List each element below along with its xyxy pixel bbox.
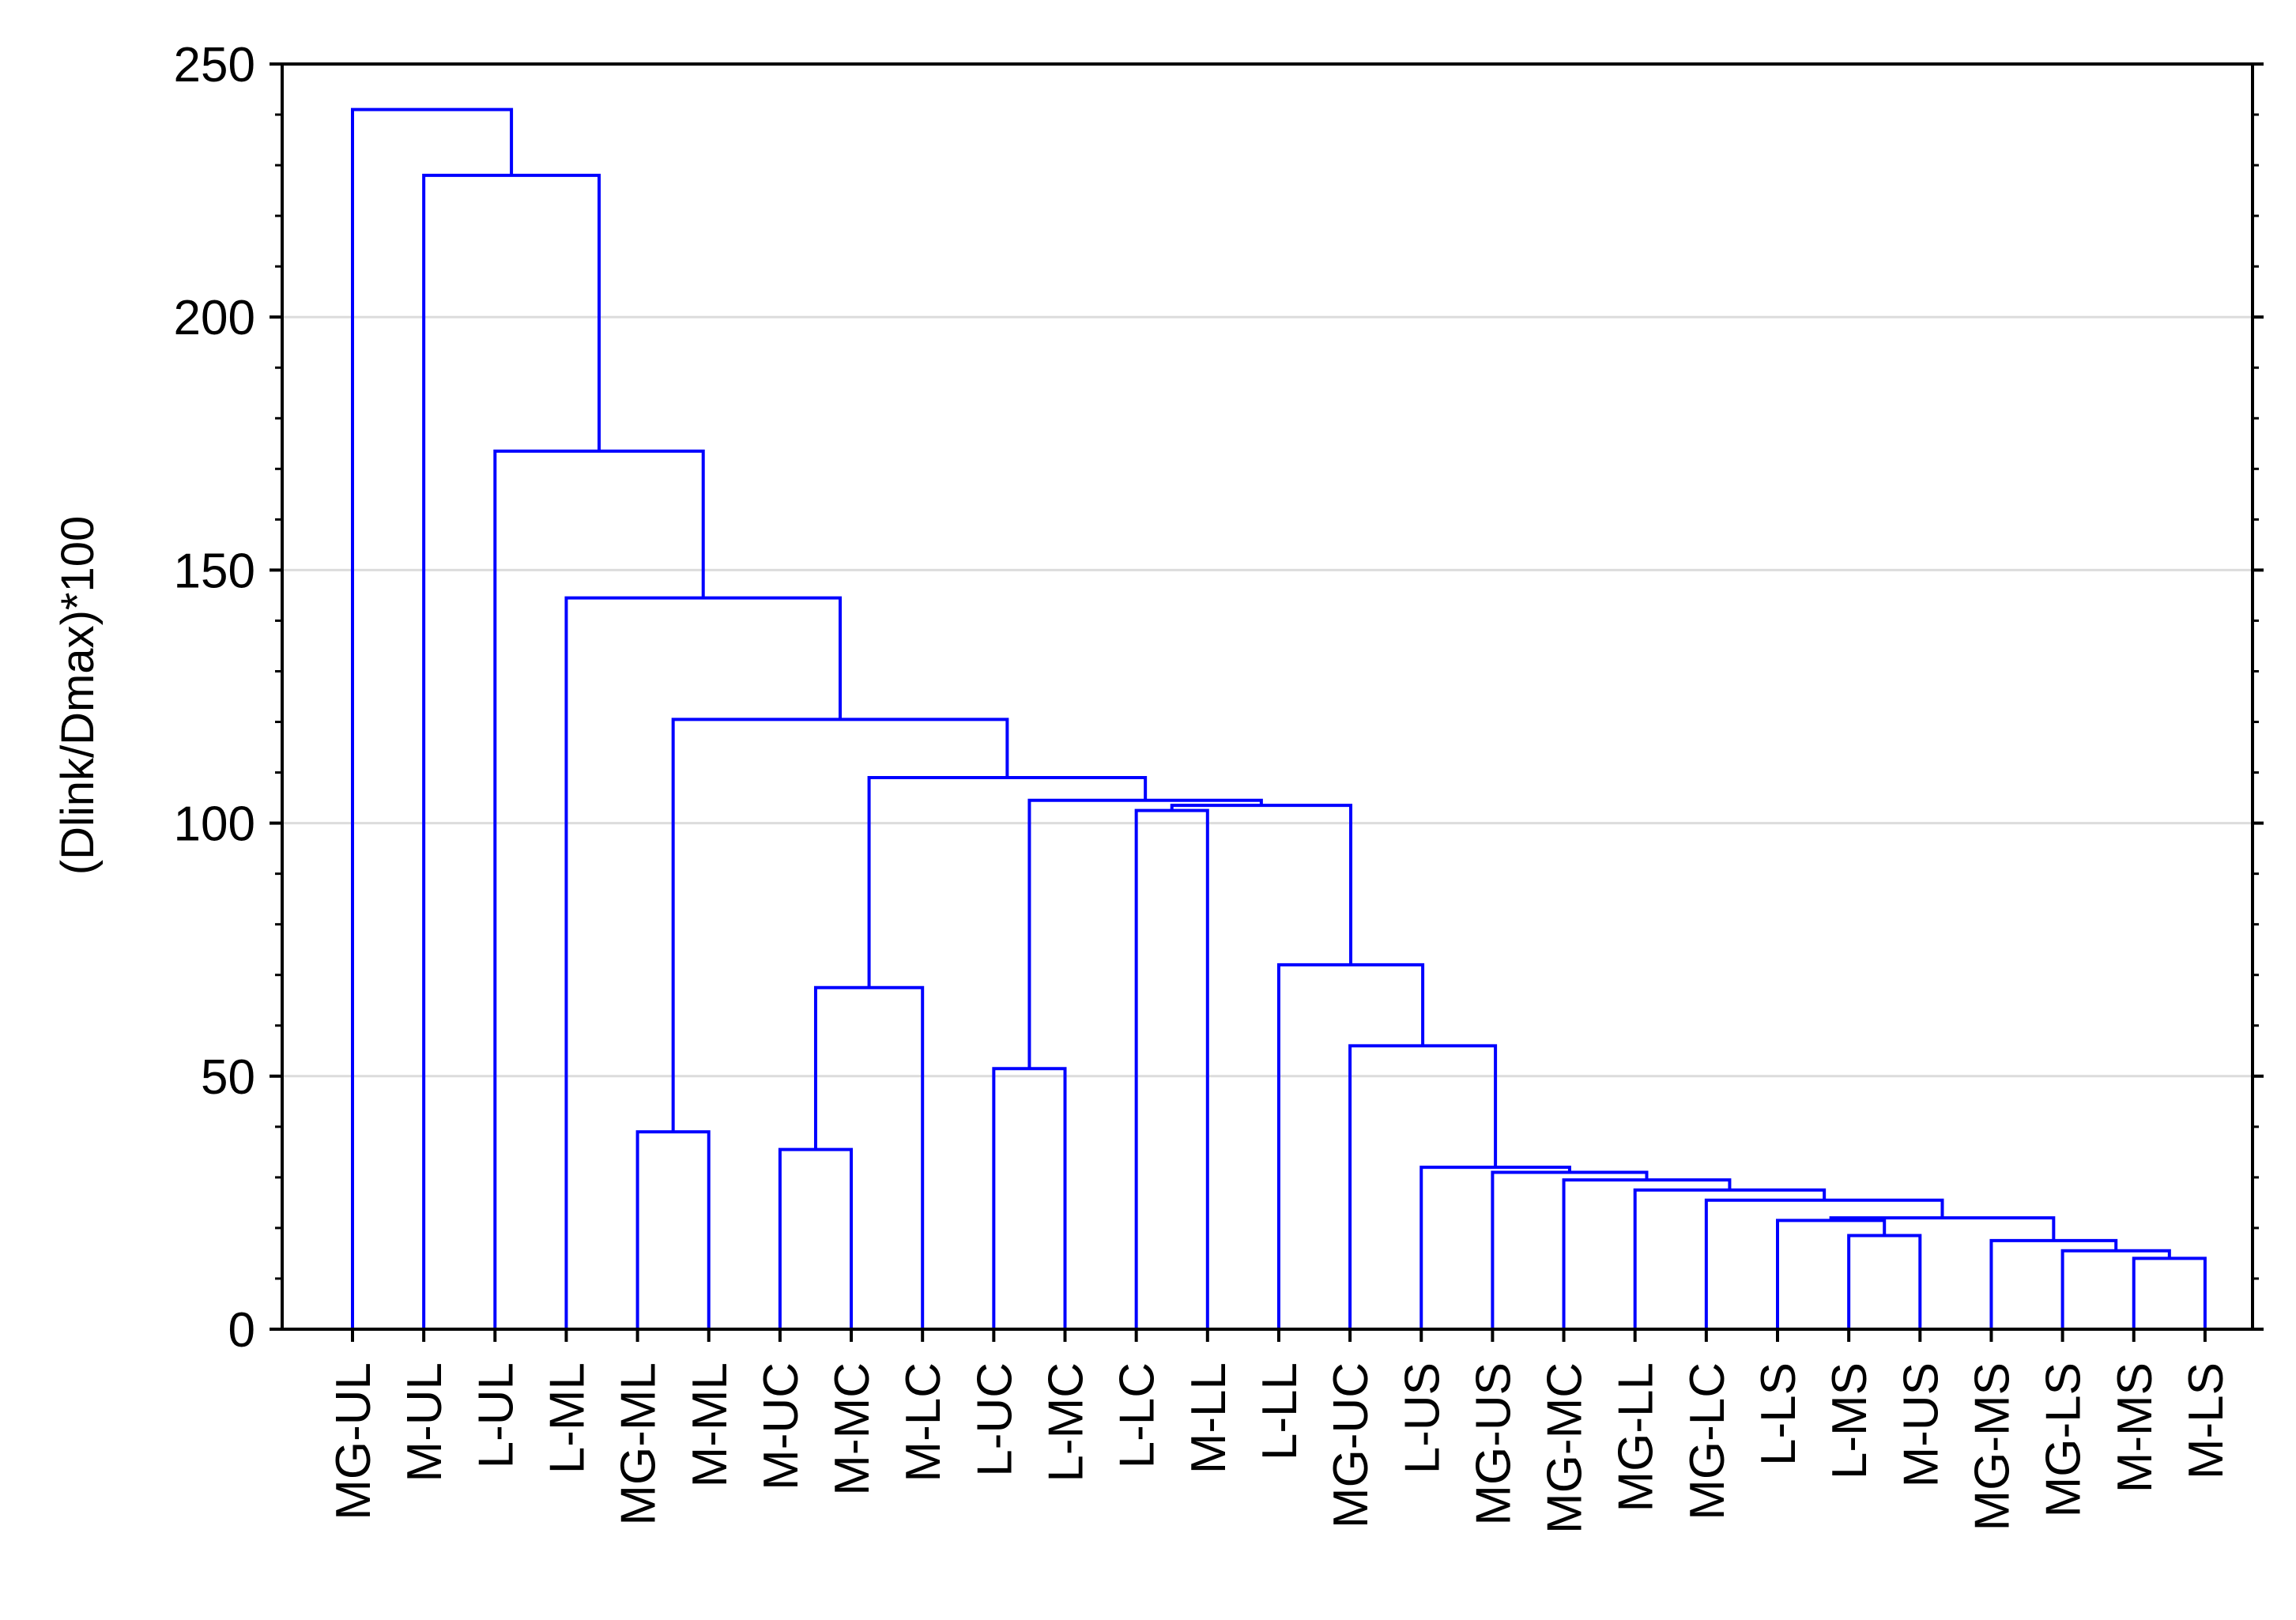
- leaf-label: M-UL: [398, 1362, 452, 1482]
- y-tick-label: 250: [174, 38, 255, 92]
- dendrogram-link: [992, 1067, 1067, 1329]
- leaf-label: MG-LC: [1680, 1362, 1735, 1520]
- dendrogram-link: [1170, 804, 1353, 965]
- leaf-label: MG-MC: [1538, 1362, 1593, 1534]
- dendrogram-link: [1704, 1198, 1944, 1329]
- leaf-label: L-MC: [1039, 1362, 1094, 1482]
- x-axis: MG-UL M-UL L-UL L-ML MG-ML M-ML M-UC M-MC M-LC L-…: [326, 1329, 2234, 1534]
- dendrogram-link: [2132, 1256, 2207, 1329]
- dendrogram-link: [635, 1130, 711, 1329]
- leaf-label: M-US: [1894, 1362, 1948, 1487]
- y-tick-label: 50: [201, 1050, 255, 1105]
- dendrogram-link: [813, 985, 925, 1329]
- dendrogram-link: [867, 775, 1148, 988]
- leaf-label: L-UC: [967, 1362, 1022, 1477]
- leaf-label: L-LL: [1253, 1362, 1307, 1460]
- dendrogram-link: [564, 596, 843, 1329]
- dendrogram-link: [1027, 798, 1263, 1069]
- dendrogram-link: [1989, 1238, 2118, 1329]
- leaf-label: M-LC: [896, 1362, 951, 1482]
- y-axis: 0 50 100 150 200 250: [174, 38, 2264, 1358]
- dendrogram-link: [671, 718, 1009, 1132]
- leaf-label: MG-ML: [612, 1362, 666, 1526]
- leaf-label: MG-UC: [1324, 1362, 1378, 1528]
- leaf-label: L-US: [1395, 1362, 1450, 1474]
- dendrogram-links: [351, 107, 2207, 1329]
- dendrogram-link: [1134, 808, 1209, 1329]
- y-tick-label: 100: [174, 797, 255, 852]
- dendrogram-link: [778, 1147, 854, 1329]
- dendrogram-link: [2060, 1249, 2171, 1329]
- grid-lines: [282, 315, 2253, 1078]
- leaf-label: L-LS: [1751, 1362, 1806, 1466]
- y-tick-label: 200: [174, 291, 255, 345]
- y-axis-title: (Dlink/Dmax)*100: [52, 516, 104, 875]
- leaf-label: MG-US: [1466, 1362, 1521, 1526]
- y-tick-label: 0: [228, 1303, 255, 1358]
- leaf-label: M-LS: [2179, 1362, 2234, 1479]
- y-tick-label: 150: [174, 544, 255, 598]
- dendrogram-link: [351, 107, 514, 1329]
- leaf-label: M-UC: [754, 1362, 809, 1490]
- leaf-label: L-LC: [1110, 1362, 1165, 1468]
- dendrogram-link: [1348, 1044, 1498, 1329]
- leaf-label: L-ML: [540, 1362, 594, 1474]
- leaf-label: M-LL: [1182, 1362, 1236, 1474]
- leaf-label: L-MS: [1823, 1362, 1877, 1479]
- leaf-label: L-UL: [469, 1362, 523, 1468]
- dendrogram-link: [422, 173, 601, 1329]
- dendrogram-link: [1491, 1170, 1649, 1329]
- leaf-label: M-MC: [825, 1362, 880, 1496]
- leaf-label: MG-LS: [2037, 1362, 2091, 1517]
- dendrogram-link: [1633, 1188, 1827, 1329]
- leaf-label: M-MS: [2108, 1362, 2162, 1493]
- plot-frame: [281, 62, 2254, 1331]
- dendrogram-link: [1419, 1166, 1571, 1329]
- leaf-label: MG-LL: [1609, 1362, 1664, 1512]
- leaf-label: M-ML: [683, 1362, 737, 1487]
- leaf-label: MG-MS: [1965, 1362, 2019, 1531]
- leaf-label: MG-UL: [326, 1362, 381, 1520]
- dendrogram-link: [1847, 1234, 1922, 1329]
